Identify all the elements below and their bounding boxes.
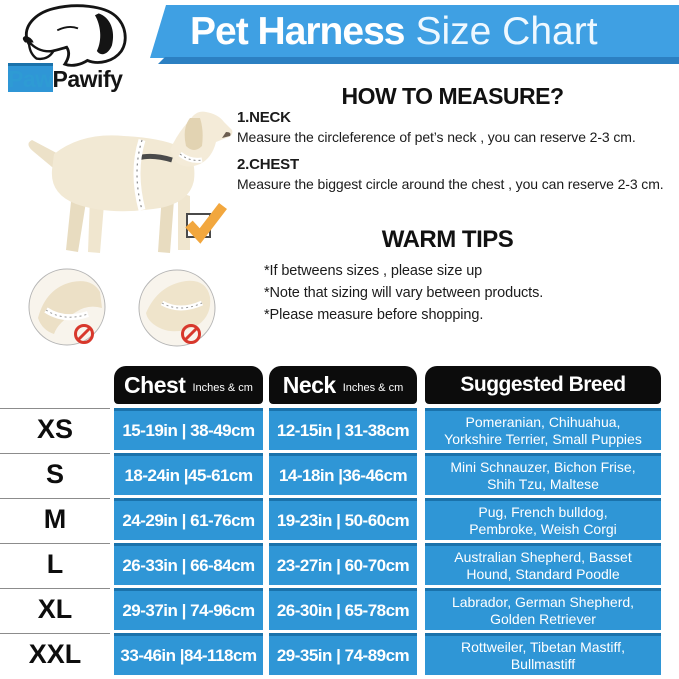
brand-name-pawify: Pawify: [52, 66, 123, 92]
size-label-xs: XS: [0, 408, 110, 450]
banner-shadow-strip: [158, 57, 679, 64]
dog-harness-photo: [28, 111, 233, 253]
breed-value: Pug, French bulldog, Pembroke, Weish Cor…: [425, 498, 661, 540]
header-banner: Pet Harness Size Chart: [150, 5, 679, 58]
chest-column: Chest Inches & cm 15-19in | 38-49cm 18-2…: [114, 366, 263, 675]
tip-item: *Note that sizing will vary between prod…: [264, 285, 544, 301]
step-neck-text: Measure the circleference of pet’s neck …: [237, 129, 636, 145]
size-label-s: S: [0, 453, 110, 495]
neck-value: 19-23in | 50-60cm: [269, 498, 417, 540]
measure-steps: 1.NECK Measure the circleference of pet’…: [237, 109, 664, 203]
neck-value: 12-15in | 31-38cm: [269, 408, 417, 450]
size-label-xxl: XXL: [0, 633, 110, 675]
chest-value: 33-46in |84-118cm: [114, 633, 263, 675]
size-label-m: M: [0, 498, 110, 540]
brand-name: PawPawify: [8, 63, 123, 93]
chest-value: 24-29in | 61-76cm: [114, 498, 263, 540]
neck-value: 26-30in | 65-78cm: [269, 588, 417, 630]
neck-value: 23-27in | 60-70cm: [269, 543, 417, 585]
breed-value: Pomeranian, Chihuahua, Yorkshire Terrier…: [425, 408, 661, 450]
breed-value: Labrador, German Shepherd, Golden Retrie…: [425, 588, 661, 630]
neck-header: Neck Inches & cm: [269, 366, 417, 404]
breed-value: Mini Schnauzer, Bichon Frise, Shih Tzu, …: [425, 453, 661, 495]
breed-value: Australian Shepherd, Basset Hound, Stand…: [425, 543, 661, 585]
breed-value: Rottweiler, Tibetan Mastiff, Bullmastiff: [425, 633, 661, 675]
page-title-thin: Size Chart: [415, 9, 598, 53]
neck-column: Neck Inches & cm 12-15in | 31-38cm 14-18…: [269, 366, 417, 675]
chest-header-unit: Inches & cm: [192, 382, 253, 394]
neck-value: 14-18in |36-46cm: [269, 453, 417, 495]
chest-value: 29-37in | 74-96cm: [114, 588, 263, 630]
dog-head-logo-icon: [22, 4, 127, 67]
neck-closeup-circle-2: [138, 269, 216, 347]
tip-item: *Please measure before shopping.: [264, 307, 484, 323]
chest-value: 26-33in | 66-84cm: [114, 543, 263, 585]
chest-value: 18-24in |45-61cm: [114, 453, 263, 495]
chest-header: Chest Inches & cm: [114, 366, 263, 404]
size-label-l: L: [0, 543, 110, 585]
how-to-measure-heading: HOW TO MEASURE?: [341, 83, 564, 109]
breed-column: Suggested Breed Pomeranian, Chihuahua, Y…: [425, 366, 661, 675]
no-sign-icon: [74, 324, 94, 344]
size-label-xl: XL: [0, 588, 110, 630]
page-title-strong: Pet Harness: [190, 9, 405, 53]
tip-item: *If betweens sizes , please size up: [264, 263, 483, 279]
warm-tips-list: *If betweens sizes , please size up *Not…: [264, 260, 543, 326]
no-sign-icon: [181, 324, 201, 344]
check-icon: [185, 202, 227, 244]
neck-header-label: Neck: [282, 371, 336, 398]
step-chest-label: 2.CHEST: [237, 156, 299, 173]
step-neck-label: 1.NECK: [237, 109, 291, 126]
chest-value: 15-19in | 38-49cm: [114, 408, 263, 450]
breed-header: Suggested Breed: [425, 366, 661, 404]
size-column: XS S M L XL XXL: [0, 366, 110, 675]
chest-header-label: Chest: [124, 371, 186, 398]
brand-name-paw: Paw: [8, 63, 53, 92]
warm-tips-heading: WARM TIPS: [381, 226, 514, 253]
neck-value: 29-35in | 74-89cm: [269, 633, 417, 675]
neck-header-unit: Inches & cm: [342, 382, 404, 394]
breed-header-label: Suggested Breed: [460, 373, 626, 396]
step-chest-text: Measure the biggest circle around the ch…: [237, 176, 664, 192]
